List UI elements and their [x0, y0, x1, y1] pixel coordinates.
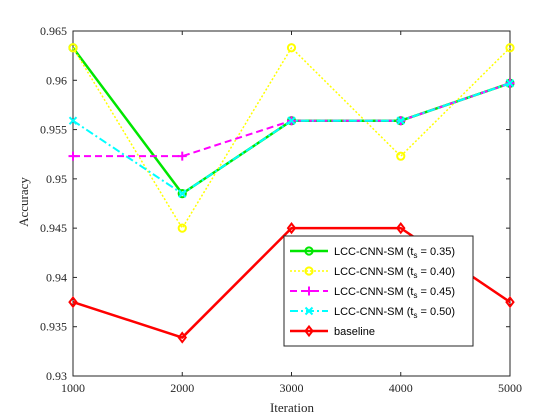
y-tick-label: 0.95: [46, 172, 67, 186]
marker-x: [287, 116, 296, 125]
legend-entry-4: LCC-CNN-SM (ts = 0.50): [290, 306, 455, 320]
data-point: [177, 189, 187, 199]
data-point: [505, 43, 515, 53]
legend-marker: [304, 286, 314, 296]
legend-label: LCC-CNN-SM (ts = 0.50): [334, 306, 455, 320]
legend-entry-1: LCC-CNN-SM (ts = 0.35): [290, 246, 455, 260]
data-point: [396, 116, 405, 125]
marker-circle: [286, 43, 297, 53]
marker-x: [505, 79, 515, 88]
marker-circle: [505, 43, 515, 53]
x-tick-label: 2000: [170, 381, 194, 395]
legend-entry-3: LCC-CNN-SM (ts = 0.45): [290, 286, 455, 300]
marker-circle: [304, 246, 314, 256]
marker-circle: [396, 151, 406, 161]
legend-marker: [304, 246, 314, 256]
marker-x: [178, 189, 187, 198]
legend-marker: [304, 266, 314, 276]
marker-diamond: [286, 222, 297, 235]
x-tick-label: 4000: [389, 381, 413, 395]
data-point: [287, 116, 296, 125]
data-point: [68, 295, 78, 309]
x-axis-label: Iteration: [270, 400, 315, 415]
y-tick-label: 0.965: [40, 24, 67, 38]
y-tick-label: 0.935: [40, 320, 67, 334]
marker-plus: [304, 286, 314, 296]
data-point: [178, 189, 187, 198]
y-tick-label: 0.93: [46, 369, 67, 383]
marker-circle: [68, 43, 78, 53]
marker-circle: [304, 266, 314, 276]
y-tick-label: 0.945: [40, 221, 67, 235]
data-point: [505, 295, 515, 309]
marker-diamond: [177, 331, 188, 344]
data-point: [68, 43, 78, 53]
marker-circle: [177, 223, 187, 233]
data-point: [68, 116, 78, 125]
marker-diamond: [304, 324, 314, 338]
marker-circle: [177, 189, 187, 199]
series-line: [72, 47, 511, 229]
y-tick-label: 0.96: [46, 73, 67, 87]
y-tick-label: 0.94: [46, 270, 67, 284]
data-point: [286, 43, 297, 53]
marker-x: [304, 306, 314, 316]
legend-marker: [304, 324, 314, 338]
data-point: [177, 331, 188, 344]
data-point: [396, 151, 406, 161]
legend: LCC-CNN-SM (ts = 0.35) LCC-CNN-SM (ts = 0…: [283, 235, 474, 347]
marker-x: [396, 116, 405, 125]
data-point: [68, 151, 78, 161]
marker-diamond: [505, 295, 515, 309]
data-point: [395, 222, 406, 235]
legend-marker: [304, 306, 314, 316]
series-2: [68, 43, 515, 233]
data-point: [505, 79, 515, 88]
legend-label: baseline: [334, 326, 375, 338]
marker-diamond: [395, 222, 406, 235]
data-point: [177, 151, 187, 161]
marker-x: [68, 116, 78, 125]
data-point: [177, 223, 187, 233]
data-point: [286, 222, 297, 235]
series-4: [68, 79, 515, 198]
legend-label: LCC-CNN-SM (ts = 0.40): [334, 266, 455, 280]
legend-entry-2: LCC-CNN-SM (ts = 0.40): [290, 266, 455, 280]
legend-label: LCC-CNN-SM (ts = 0.45): [334, 286, 455, 300]
y-tick-label: 0.955: [40, 123, 67, 137]
x-tick-label: 1000: [61, 381, 85, 395]
legend-entry-5: baseline: [290, 324, 375, 338]
x-tick-label: 5000: [498, 381, 522, 395]
marker-plus: [177, 151, 187, 161]
x-tick-label: 3000: [280, 381, 304, 395]
marker-diamond: [68, 295, 78, 309]
marker-plus: [68, 151, 78, 161]
legend-label: LCC-CNN-SM (ts = 0.35): [334, 246, 455, 260]
y-axis-label: Accuracy: [16, 177, 31, 227]
